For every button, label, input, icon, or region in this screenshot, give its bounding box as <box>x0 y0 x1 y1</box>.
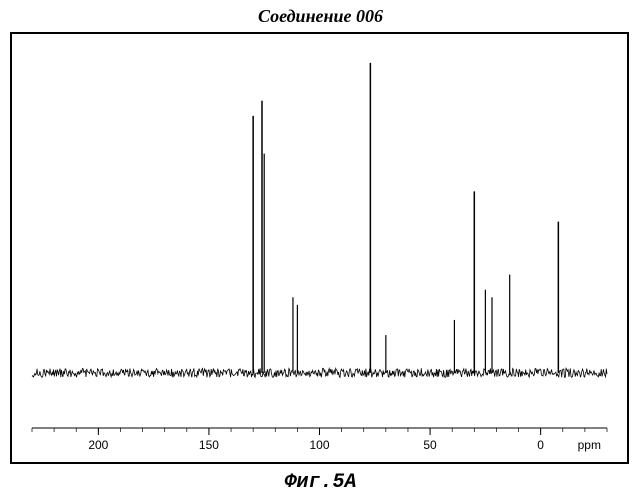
axis-tick-label: 100 <box>309 438 329 452</box>
axis-unit-label: ppm <box>578 438 601 452</box>
spectrum-frame: 200 150 100 50 0 ppm <box>10 32 629 464</box>
axis-tick-label: 50 <box>423 438 436 452</box>
axis-tick-label: 200 <box>88 438 108 452</box>
axis-tick-label: 0 <box>537 438 544 452</box>
nmr-spectrum-plot <box>12 34 627 462</box>
figure-caption: Фиг.5A <box>0 471 641 494</box>
compound-title: Соединение 006 <box>0 6 641 27</box>
axis-tick-label: 150 <box>199 438 219 452</box>
